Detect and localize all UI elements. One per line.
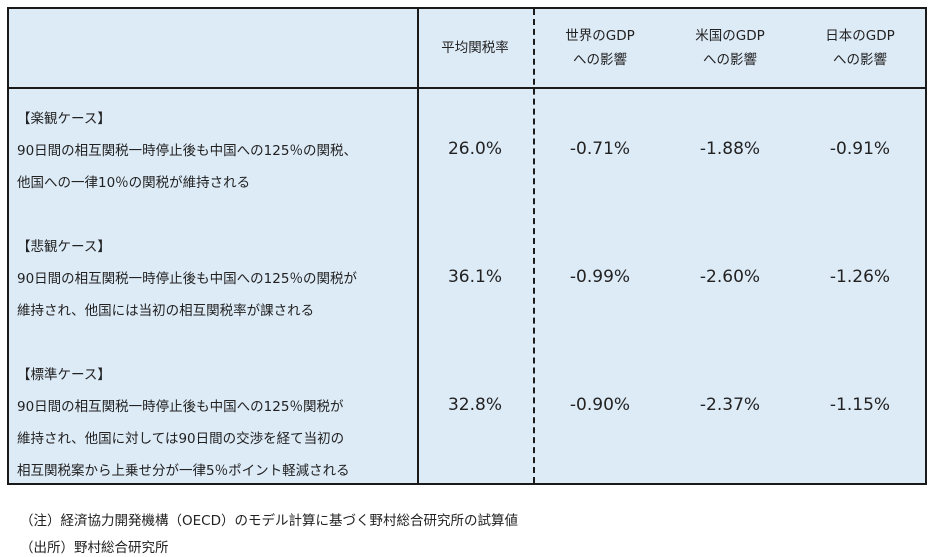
- table-header: 平均関税率 世界のGDP への影響 米国のGDP への影響 日本のGDP への影…: [9, 9, 925, 89]
- row-line: 相互関税案から上乗せ分が一律5％ポイント軽減される: [17, 463, 350, 479]
- row-line: 90日間の相互関税一時停止後も中国への125％の関税が: [17, 271, 357, 287]
- row-line: 維持され、他国に対しては90日間の交渉を経て当初の: [17, 431, 345, 447]
- row-line: 90日間の相互関税一時停止後も中国への125％関税が: [17, 399, 344, 415]
- header-world-gdp-line1: 世界のGDP: [565, 28, 635, 44]
- header-avg-tariff-label: 平均関税率: [441, 40, 509, 56]
- header-japan-gdp-line1: 日本のGDP: [825, 28, 895, 44]
- cell-japan-gdp: -0.91%: [829, 139, 891, 159]
- tariff-impact-table: 平均関税率 世界のGDP への影響 米国のGDP への影響 日本のGDP への影…: [7, 7, 927, 485]
- row-description: 【楽観ケース】 90日間の相互関税一時停止後も中国への125％の関税、 他国への…: [17, 103, 357, 199]
- row-description: 【悲観ケース】 90日間の相互関税一時停止後も中国への125％の関税が 維持され…: [17, 231, 357, 327]
- row-title: 【悲観ケース】: [17, 239, 111, 255]
- row-description: 【標準ケース】 90日間の相互関税一時停止後も中国への125％関税が 維持され、…: [17, 359, 350, 487]
- cell-avg-tariff: 32.8%: [447, 395, 502, 415]
- table-row-optimistic: 【楽観ケース】 90日間の相互関税一時停止後も中国への125％の関税、 他国への…: [9, 103, 925, 199]
- header-us-gdp-line1: 米国のGDP: [695, 28, 765, 44]
- cell-world-gdp: -0.71%: [569, 139, 631, 159]
- header-world-gdp: 世界のGDP への影響: [535, 9, 665, 87]
- cell-avg-tariff: 26.0%: [447, 139, 502, 159]
- cell-avg-tariff: 36.1%: [447, 267, 502, 287]
- source-note: （出所）野村総合研究所: [20, 540, 169, 556]
- row-title: 【標準ケース】: [17, 367, 111, 383]
- header-world-gdp-line2: への影響: [573, 52, 627, 68]
- table-row-standard: 【標準ケース】 90日間の相互関税一時停止後も中国への125％関税が 維持され、…: [9, 359, 925, 487]
- cell-us-gdp: -2.60%: [699, 267, 761, 287]
- row-title: 【楽観ケース】: [17, 111, 111, 127]
- cell-world-gdp: -0.90%: [569, 395, 631, 415]
- header-japan-gdp: 日本のGDP への影響: [795, 9, 925, 87]
- header-avg-tariff: 平均関税率: [417, 9, 533, 87]
- header-us-gdp: 米国のGDP への影響: [665, 9, 795, 87]
- column-divider-dashed: [533, 9, 535, 483]
- column-divider-solid: [417, 9, 419, 483]
- header-us-gdp-line2: への影響: [703, 52, 757, 68]
- row-line: 他国への一律10％の関税が維持される: [17, 175, 251, 191]
- cell-us-gdp: -2.37%: [699, 395, 761, 415]
- row-line: 維持され、他国には当初の相互関税率が課される: [17, 303, 315, 319]
- table-row-pessimistic: 【悲観ケース】 90日間の相互関税一時停止後も中国への125％の関税が 維持され…: [9, 231, 925, 327]
- cell-japan-gdp: -1.26%: [829, 267, 891, 287]
- row-line: 90日間の相互関税一時停止後も中国への125％の関税、: [17, 143, 357, 159]
- cell-japan-gdp: -1.15%: [829, 395, 891, 415]
- cell-us-gdp: -1.88%: [699, 139, 761, 159]
- cell-world-gdp: -0.99%: [569, 267, 631, 287]
- header-japan-gdp-line2: への影響: [833, 52, 887, 68]
- footnote: （注）経済協力開発機構（OECD）のモデル計算に基づく野村総合研究所の試算値: [20, 513, 518, 529]
